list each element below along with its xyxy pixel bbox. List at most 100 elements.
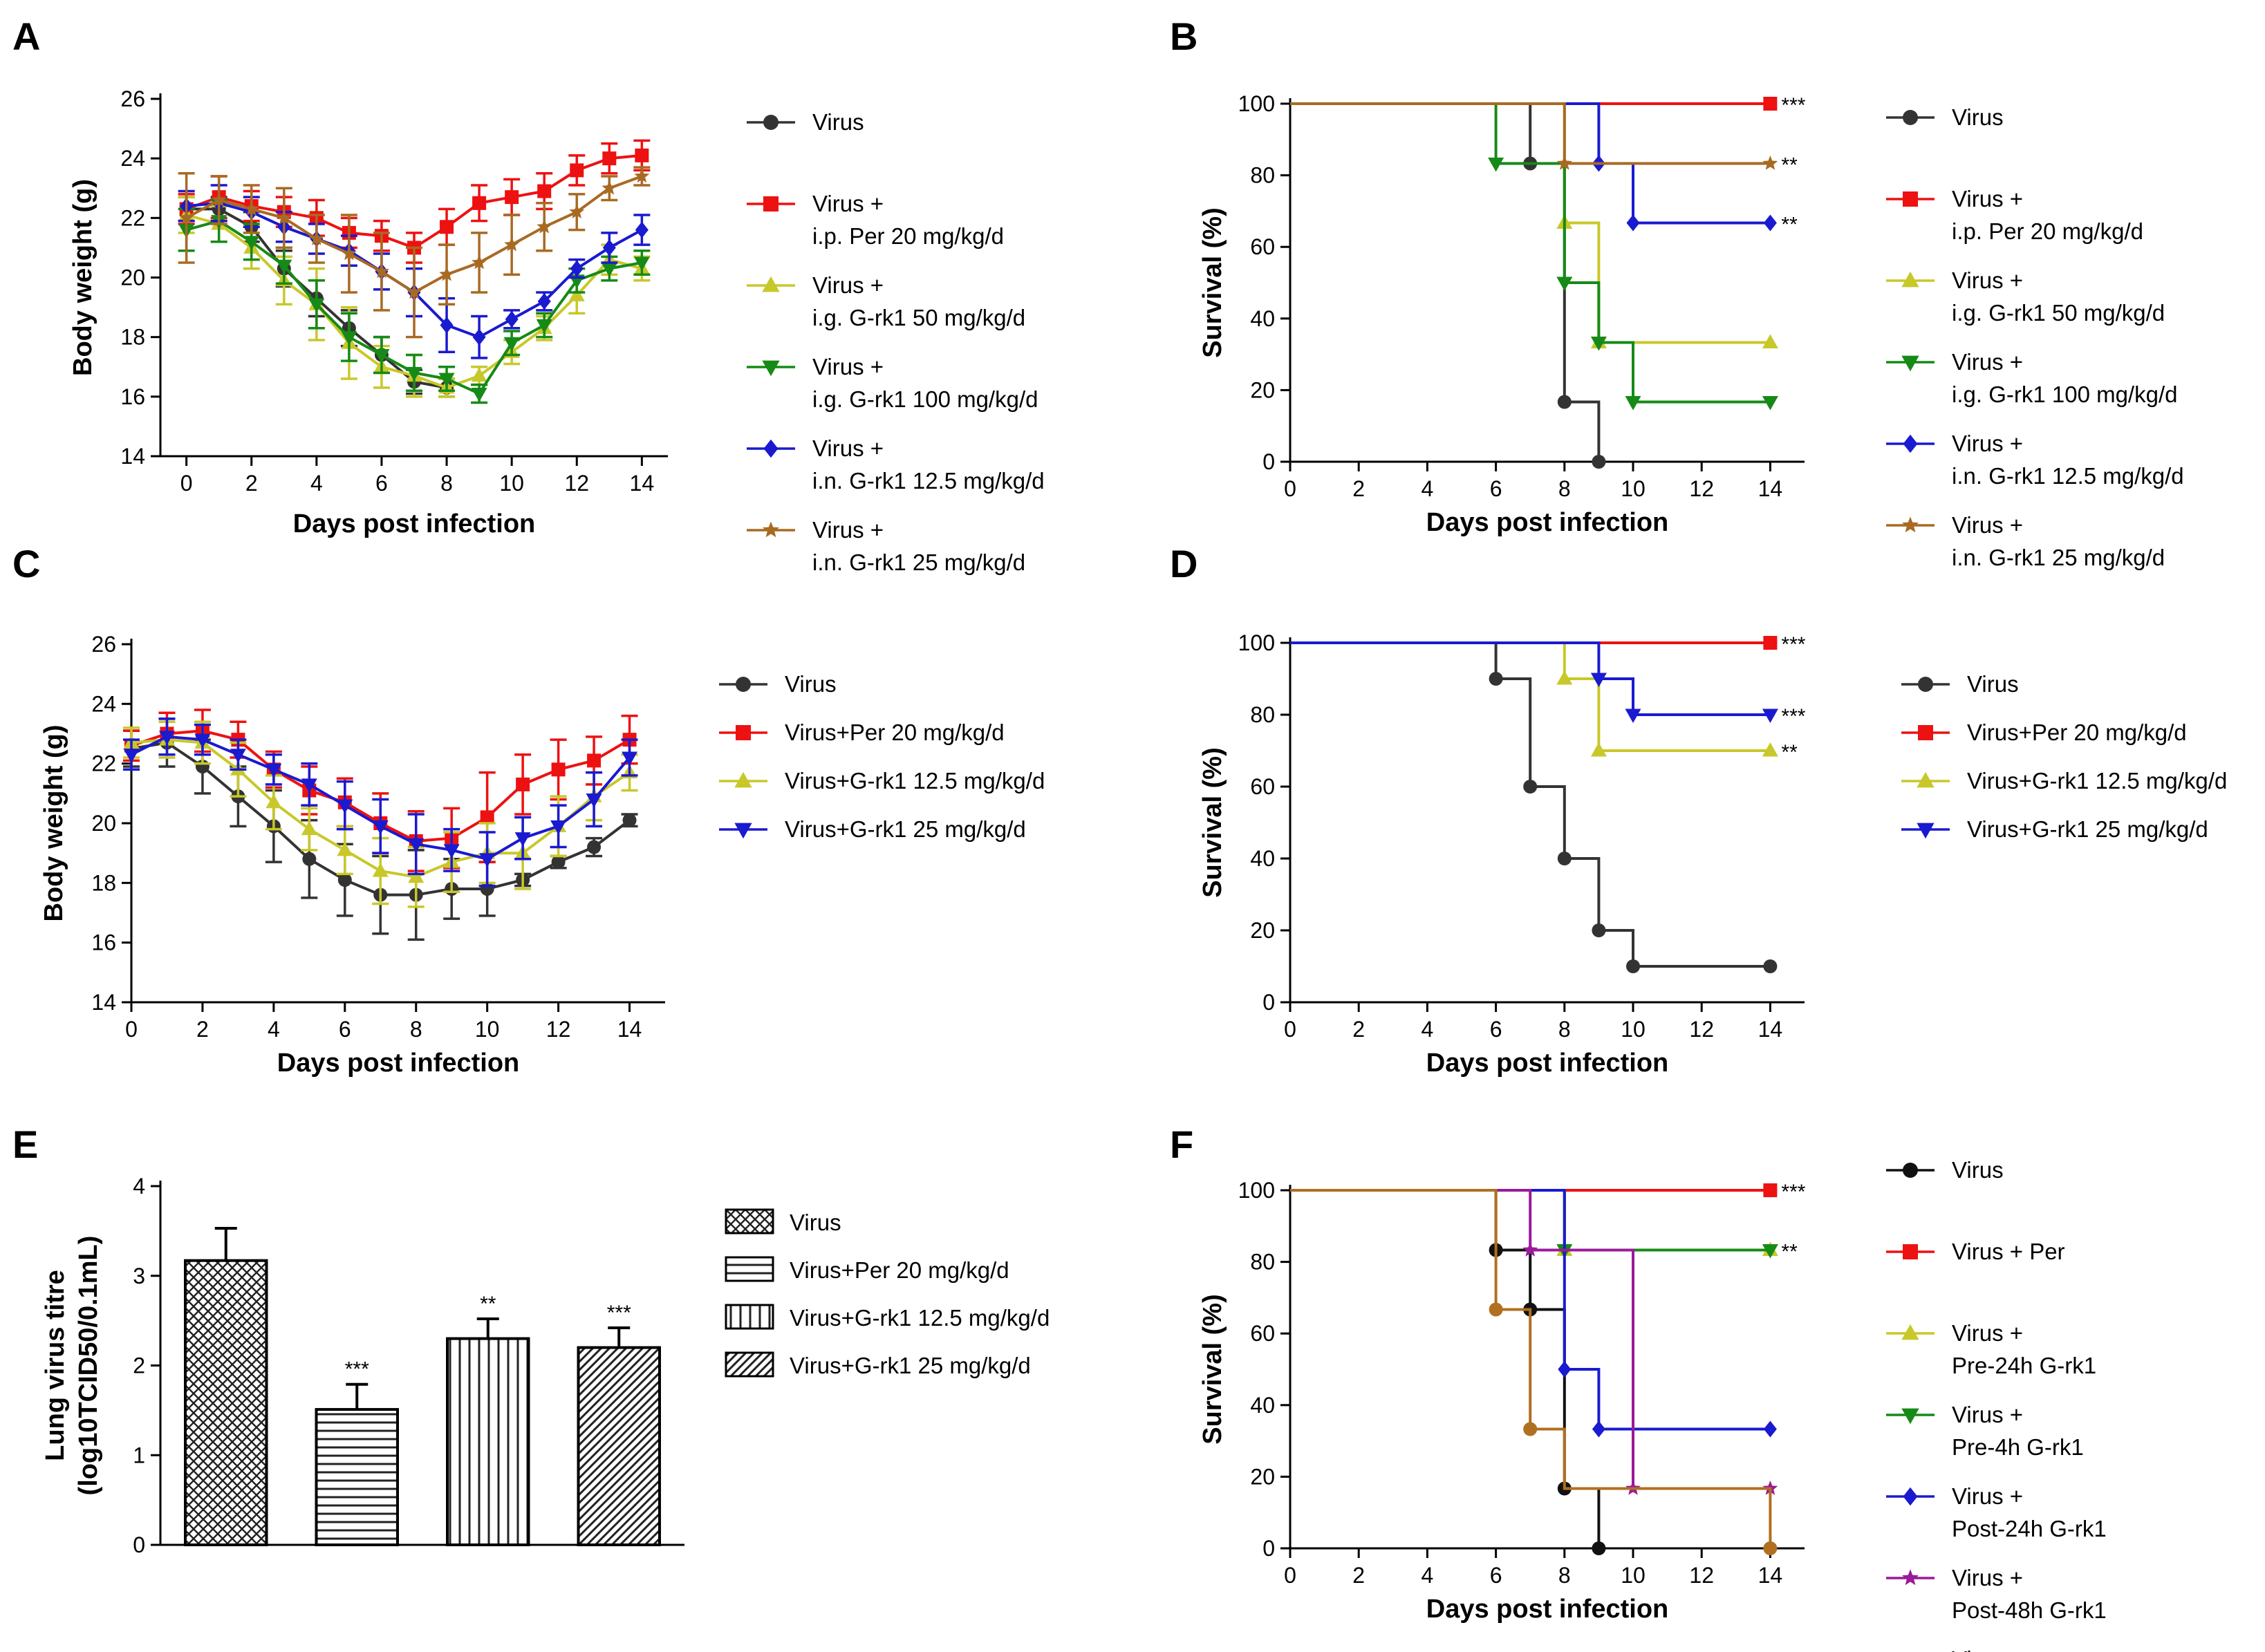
panel-b-survival-chart: 0 20 40 60 80 100 0 2 4 6 8 10 12 14 Days post infecti… [1198,91,2184,570]
y-axis-title: Survival (%) [1198,1294,1227,1445]
panel-letter: A [12,15,40,58]
legend-item: Virus + i.n. G-rk1 25 mg/kg/d [747,517,1025,575]
y-tick-label: 80 [1250,702,1275,727]
y-tick-label: 26 [91,632,116,657]
point-marker [587,753,602,768]
y-tick-label: 26 [120,86,145,111]
series [1290,102,1606,469]
legend-item: Virus + Per [1886,1239,2065,1264]
point-marker [762,360,780,377]
point-marker [1590,673,1607,687]
bar [446,1337,530,1546]
x-tick-label: 6 [1490,1017,1502,1042]
x-tick-label: 4 [1422,1563,1434,1588]
point-marker [1903,1163,1918,1178]
legend-label: Virus + [812,517,884,543]
y-tick-label: 60 [1250,774,1275,799]
point-marker [211,192,227,207]
legend-label: Virus + [812,354,884,379]
significance-label: ** [1781,213,1798,236]
point-marker [1557,395,1572,409]
x-tick-label: 2 [196,1017,209,1042]
legend-label: Virus + [1952,1646,2023,1652]
legend-label: i.g. G-rk1 50 mg/kg/d [812,305,1025,330]
legend-label: i.g. G-rk1 50 mg/kg/d [1952,300,2165,326]
legend-label: Virus + Per [1952,1239,2065,1264]
series: *** [1290,641,1806,728]
point-marker [408,838,425,853]
point-marker [372,863,389,877]
y-tick-label: 14 [120,444,145,469]
point-marker [194,733,211,749]
legend-item: Virus+G-rk1 12.5 mg/kg/d [1901,768,2227,794]
point-marker [602,239,616,256]
point-marker [243,236,260,250]
point-marker [734,823,752,839]
series: *** [1290,94,1806,117]
significance-label: *** [1781,633,1805,656]
legend-label: Virus [812,109,864,135]
point-marker [471,367,487,382]
point-marker [536,319,552,334]
legend-label: i.g. G-rk1 100 mg/kg/d [1952,382,2177,407]
x-tick-label: 10 [1621,1563,1646,1588]
point-marker [301,778,317,793]
legend-label: Virus + [812,272,884,298]
x-tick-label: 4 [310,471,323,496]
point-marker [1488,158,1504,172]
point-marker [1903,110,1918,125]
x-tick-label: 2 [245,471,258,496]
point-marker [1626,959,1640,973]
legend-item: Virus + i.g. G-rk1 100 mg/kg/d [747,354,1038,412]
legend-label: i.n. G-rk1 12.5 mg/kg/d [1952,463,2184,489]
legend-label: Virus+G-rk1 12.5 mg/kg/d [1967,768,2227,794]
y-tick-label: 0 [1262,990,1275,1015]
legend-label: Post-24h G-rk1 [1952,1516,2107,1541]
x-tick-label: 14 [630,471,655,496]
x-tick-label: 6 [1490,476,1502,501]
y-axis-title: Body weight (g) [39,725,68,922]
x-tick-label: 14 [1758,1017,1783,1042]
x-tick-label: 6 [1490,1563,1502,1588]
x-tick-label: 12 [1689,476,1714,501]
x-axis-title: Days post infection [1426,1595,1669,1624]
y-tick-label: 100 [1238,630,1275,655]
y-tick-label: 100 [1238,91,1275,116]
x-tick-label: 0 [1284,1563,1296,1588]
point-marker [123,749,140,763]
legend-label: Virus+Per 20 mg/kg/d [790,1257,1009,1283]
survival-step-line [1290,1189,1601,1548]
point-marker [1556,670,1573,685]
point-marker [1902,516,1919,533]
survival-step-line [1290,641,1771,716]
legend-item: Virus + i.n. G-rk1 25 mg/kg/d [1886,512,2165,570]
point-marker [1918,677,1933,692]
legend-item: Virus [725,1208,841,1235]
point-marker [1489,1302,1503,1317]
point-marker [301,820,317,836]
x-tick-label: 2 [1352,476,1365,501]
legend-label: i.g. G-rk1 100 mg/kg/d [812,386,1038,412]
y-tick-label: 24 [91,691,116,716]
series: ** [1290,102,1798,236]
y-tick-label: 0 [1262,449,1275,474]
point-marker [1917,823,1935,839]
significance-label: *** [607,1302,631,1324]
point-marker [440,220,454,234]
legend-label: Virus + [1952,1402,2023,1427]
point-marker [230,749,246,763]
point-marker [1556,276,1573,291]
point-marker [337,841,353,856]
point-marker [374,263,389,279]
point-marker [1763,214,1777,232]
y-tick-label: 40 [1250,846,1275,871]
point-marker [438,373,455,387]
point-marker [265,794,282,809]
significance-label: *** [1781,705,1805,728]
legend-label: Virus [790,1210,841,1235]
point-marker [734,771,752,788]
point-marker [762,276,780,292]
significance-label: ** [1781,154,1798,177]
